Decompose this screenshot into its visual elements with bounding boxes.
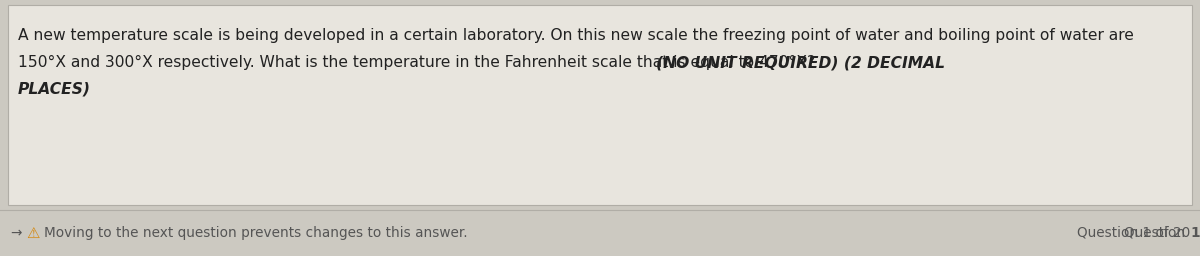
Text: →: → — [10, 226, 22, 240]
Bar — [0, 210, 1200, 256]
Bar — [8, 5, 1192, 205]
Text: ⚠: ⚠ — [26, 226, 40, 240]
Text: Question: Question — [1124, 226, 1190, 240]
Text: PLACES): PLACES) — [18, 82, 91, 97]
Text: 1: 1 — [1190, 226, 1200, 240]
Text: 150°X and 300°X respectively. What is the temperature in the Fahrenheit scale th: 150°X and 300°X respectively. What is th… — [18, 55, 820, 70]
Text: (NO UNIT REQUIRED) (2 DECIMAL: (NO UNIT REQUIRED) (2 DECIMAL — [655, 55, 944, 70]
Text: A new temperature scale is being developed in a certain laboratory. On this new : A new temperature scale is being develop… — [18, 28, 1134, 43]
Text: Moving to the next question prevents changes to this answer.: Moving to the next question prevents cha… — [44, 226, 468, 240]
Text: Question 1 of 20: Question 1 of 20 — [1076, 226, 1190, 240]
